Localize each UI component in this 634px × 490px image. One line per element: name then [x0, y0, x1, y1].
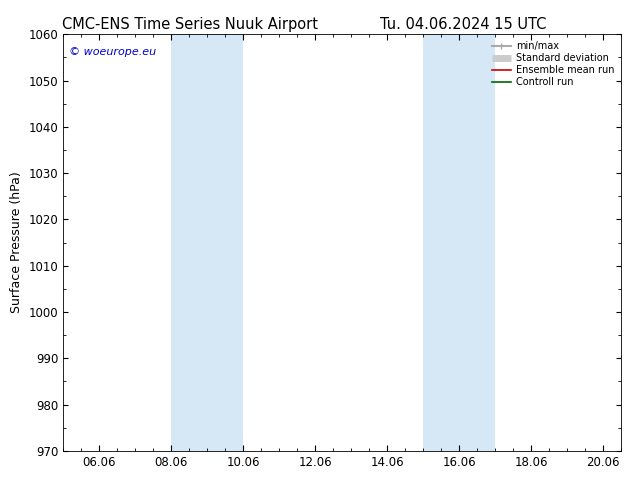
Bar: [171, 34, 243, 451]
Bar: [424, 34, 495, 451]
Text: Tu. 04.06.2024 15 UTC: Tu. 04.06.2024 15 UTC: [380, 17, 546, 32]
Text: © woeurope.eu: © woeurope.eu: [69, 47, 156, 57]
Legend: min/max, Standard deviation, Ensemble mean run, Controll run: min/max, Standard deviation, Ensemble me…: [489, 39, 616, 89]
Y-axis label: Surface Pressure (hPa): Surface Pressure (hPa): [10, 172, 23, 314]
Text: CMC-ENS Time Series Nuuk Airport: CMC-ENS Time Series Nuuk Airport: [62, 17, 318, 32]
